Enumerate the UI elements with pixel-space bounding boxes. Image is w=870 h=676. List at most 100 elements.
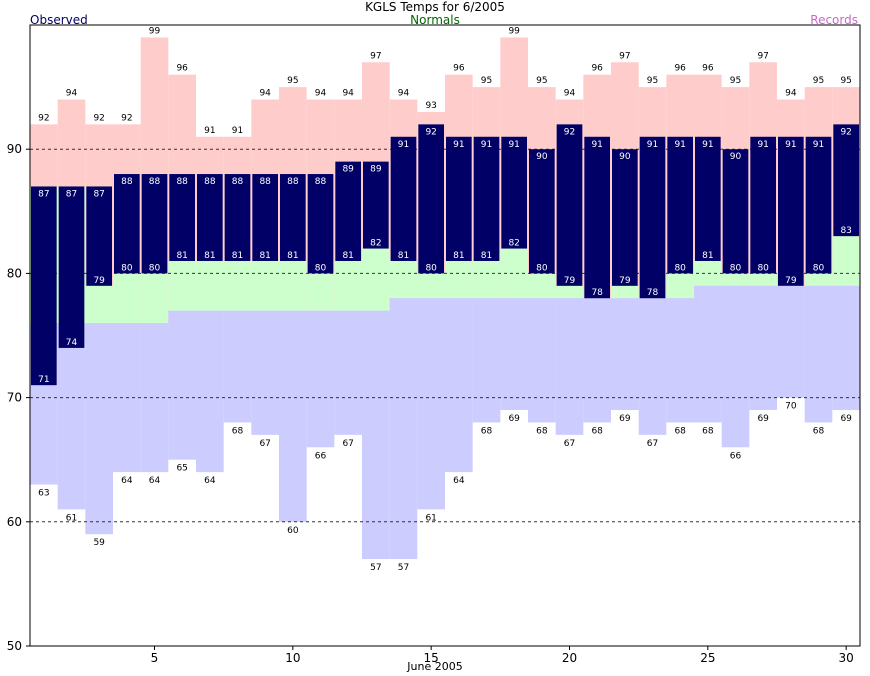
observed-low-label: 80 (425, 263, 437, 273)
observed-low-label: 80 (149, 263, 161, 273)
record-low-label: 61 (425, 513, 436, 523)
observed-high-label: 91 (757, 140, 768, 150)
normal-high-band (804, 273, 833, 286)
normal-low-band (583, 298, 611, 398)
normal-low-band (666, 298, 694, 398)
normal-low-band (832, 285, 860, 398)
normal-high-band (362, 248, 390, 311)
normal-high-band (721, 273, 750, 286)
observed-high-label: 88 (121, 177, 133, 187)
y-tick-label: 70 (7, 391, 22, 405)
normal-low-band (306, 310, 335, 398)
observed-low-label: 81 (453, 251, 464, 261)
record-low-label: 67 (647, 439, 658, 449)
x-tick-label: 25 (700, 651, 715, 665)
observed-bar (252, 174, 278, 261)
normal-low-band (113, 323, 141, 398)
record-high-label: 91 (232, 126, 243, 136)
legend-records: Records (810, 13, 858, 27)
observed-bar (307, 174, 334, 274)
observed-bar (224, 174, 251, 261)
observed-bar (86, 186, 112, 286)
observed-high-label: 88 (204, 177, 216, 187)
observed-high-label: 92 (564, 127, 575, 137)
record-high-label: 94 (785, 89, 797, 99)
normal-low-band (500, 298, 528, 398)
observed-high-label: 90 (619, 152, 631, 162)
observed-high-label: 88 (176, 177, 188, 187)
normal-low-band (611, 298, 639, 398)
record-low-label: 67 (564, 439, 575, 449)
observed-low-label: 74 (66, 338, 78, 348)
observed-bar (446, 136, 472, 261)
normal-low-band (279, 310, 307, 398)
record-high-label: 97 (757, 51, 768, 61)
observed-high-label: 91 (674, 140, 685, 150)
observed-high-label: 91 (591, 140, 602, 150)
normal-low-band (389, 298, 418, 398)
normal-high-band (168, 260, 196, 311)
observed-low-label: 79 (619, 276, 631, 286)
record-low-label: 68 (536, 426, 548, 436)
record-high-label: 92 (121, 113, 132, 123)
normal-low-band (555, 298, 584, 398)
record-low-label: 64 (204, 476, 216, 486)
normal-low-band (777, 285, 805, 398)
observed-high-label: 91 (398, 140, 409, 150)
normal-high-band (666, 273, 694, 299)
record-low-label: 60 (287, 526, 299, 536)
observed-high-label: 91 (453, 140, 464, 150)
x-tick-label: 5 (151, 651, 159, 665)
legend-normals: Normals (410, 13, 460, 27)
observed-high-label: 92 (425, 127, 436, 137)
observed-bar (390, 136, 417, 261)
observed-bar (418, 124, 444, 274)
observed-bar (58, 186, 85, 348)
record-low-label: 67 (259, 439, 270, 449)
record-high-label: 95 (647, 76, 658, 86)
record-low-label: 64 (121, 476, 133, 486)
record-low-label: 68 (813, 426, 825, 436)
record-high-label: 94 (564, 89, 576, 99)
observed-low-label: 79 (93, 276, 105, 286)
normal-low-band (804, 285, 833, 398)
plot-frame (29, 24, 861, 647)
record-low-label: 61 (66, 513, 77, 523)
normal-low-band (251, 310, 279, 398)
observed-bar (612, 149, 638, 286)
observed-bar (722, 149, 749, 274)
normal-low-band (749, 285, 777, 398)
normal-high-band (389, 260, 418, 299)
observed-high-label: 87 (66, 189, 77, 199)
observed-bar (141, 174, 168, 274)
normal-low-band (140, 323, 169, 398)
record-high-label: 94 (315, 89, 327, 99)
observed-high-label: 87 (38, 189, 49, 199)
normal-low-band (528, 298, 556, 398)
record-low-label: 66 (315, 451, 327, 461)
record-high-label: 93 (425, 101, 436, 111)
record-high-label: 95 (287, 76, 298, 86)
observed-low-label: 81 (398, 251, 409, 261)
normal-low-band (362, 310, 390, 398)
observed-bar (501, 136, 527, 249)
normal-high-band (832, 236, 860, 286)
normal-high-band (196, 260, 224, 311)
normal-high-band (251, 260, 279, 311)
observed-low-label: 79 (564, 276, 576, 286)
record-high-label: 96 (702, 64, 714, 74)
record-high-label: 94 (398, 89, 410, 99)
record-high-bar (30, 124, 58, 187)
observed-low-label: 71 (38, 375, 49, 385)
observed-bar (667, 136, 693, 274)
observed-low-label: 81 (342, 251, 353, 261)
observed-low-label: 80 (730, 263, 742, 273)
record-low-label: 68 (702, 426, 714, 436)
record-high-label: 96 (674, 64, 686, 74)
normal-high-band (140, 273, 169, 324)
record-low-label: 68 (591, 426, 603, 436)
observed-low-label: 82 (508, 239, 519, 249)
observed-low-label: 80 (813, 263, 825, 273)
observed-low-label: 80 (536, 263, 548, 273)
observed-low-label: 81 (702, 251, 713, 261)
